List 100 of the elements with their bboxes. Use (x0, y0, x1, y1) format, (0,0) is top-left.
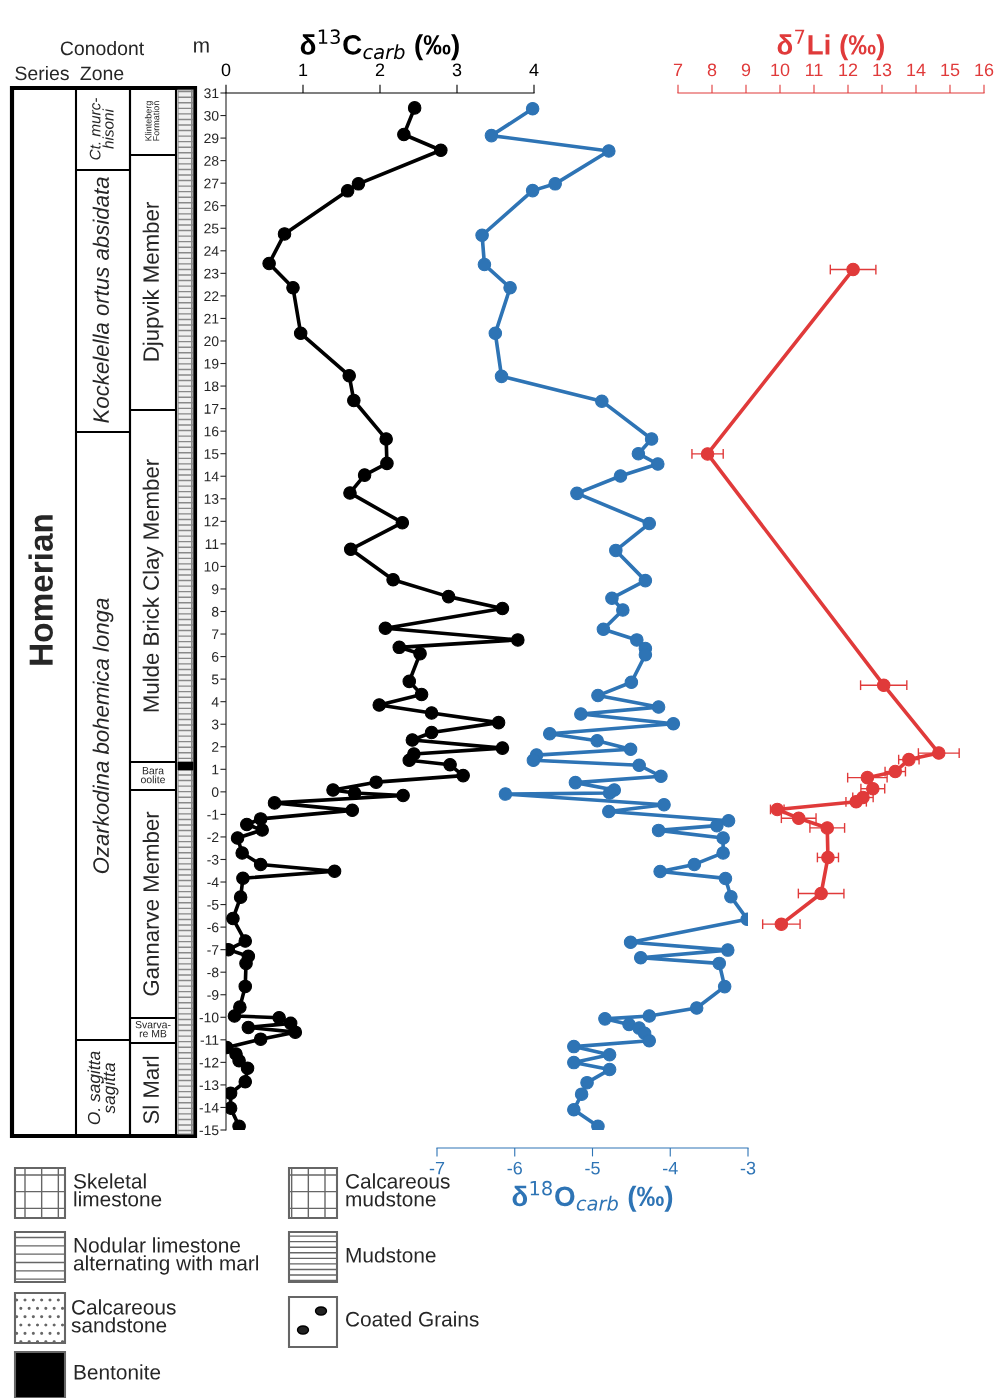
y-tick-label: 18 (204, 381, 219, 392)
y-tick-label: 23 (204, 268, 219, 279)
y-tick-label: 6 (212, 651, 219, 662)
text: Klinteberg Formation (144, 101, 160, 141)
point (846, 262, 860, 277)
y-tick-label: 21 (204, 313, 219, 324)
y-tick-label: -15 (199, 1125, 219, 1136)
y-tick-label: 12 (204, 516, 219, 527)
text: O. sagitta sagitta (87, 1051, 119, 1125)
y-tick-label: 19 (204, 358, 219, 369)
point (932, 746, 946, 760)
y-tick-label: 28 (204, 155, 219, 166)
y-tick-label: 7 (212, 629, 219, 640)
x-tick-label: 16 (975, 63, 994, 77)
y-tick-label: 10 (204, 561, 219, 572)
y-tick-label: 22 (204, 291, 219, 301)
point (876, 678, 891, 692)
x-tick-label: 2 (375, 63, 385, 77)
y-tick-label: 16 (204, 426, 219, 437)
point (791, 811, 806, 825)
point (866, 781, 880, 796)
y-tick-label: 0 (211, 787, 219, 798)
y-tick-label: 26 (204, 201, 219, 211)
text: Skeletal limestone (73, 1173, 162, 1207)
y-axis-title: m (194, 41, 209, 53)
text: Zone (80, 66, 124, 81)
y-tick-label: 8 (211, 606, 219, 617)
y-tick-label: 24 (204, 246, 219, 256)
point (814, 886, 828, 901)
x-tick-label: 13 (873, 63, 892, 77)
x-tick-label: 14 (907, 63, 926, 77)
y-tick-label: -5 (207, 900, 219, 910)
y-tick-label: -13 (199, 1080, 219, 1091)
x-tick-label: 11 (806, 63, 823, 77)
y-tick-label: 3 (211, 719, 219, 730)
point (860, 770, 875, 785)
x-tick-label: -3 (740, 1161, 756, 1175)
y-tick-label: 30 (204, 110, 219, 121)
text: Sl Marl (142, 1056, 159, 1124)
y-tick-label: -7 (207, 945, 219, 955)
x-tick-label: 9 (741, 63, 751, 77)
y-tick-label: -8 (207, 967, 219, 978)
text: Series (15, 65, 69, 81)
x-tick-label: 7 (673, 63, 683, 77)
text: Bara oolite (140, 767, 165, 784)
y-tick-label: 4 (211, 697, 219, 707)
y-tick-label: 2 (212, 742, 219, 752)
text: Mulde Brick Clay Member (142, 459, 164, 712)
x-axis-title: δ$^{18}$O$_{carb}$ (‰) (512, 1180, 673, 1212)
point (821, 850, 835, 865)
y-tick-label: 13 (204, 494, 219, 504)
text: Calcareous sandstone (71, 1299, 176, 1333)
y-tick-label: -10 (199, 1012, 219, 1023)
point (820, 821, 835, 835)
y-tick-label: -4 (207, 877, 219, 888)
x-tick-label: -6 (507, 1161, 522, 1175)
point (774, 917, 789, 931)
x-tick-label: -4 (663, 1161, 678, 1175)
x-axis-title: δ$^{7}$Li (‰) (777, 29, 884, 61)
point (700, 447, 715, 461)
text: Ct. murc- hisoni (89, 97, 114, 160)
point (902, 752, 916, 767)
y-tick-label: 20 (204, 336, 219, 347)
y-tick-label: 27 (204, 178, 219, 189)
x-tick-label: 4 (529, 63, 539, 77)
y-tick-label: 5 (211, 674, 219, 685)
text: Mudstone (346, 1247, 436, 1263)
x-tick-label: 10 (771, 63, 790, 77)
text: Kockelella ortus absidata (92, 177, 109, 423)
text: Calcareous mudstone (346, 1173, 450, 1207)
x-tick-label: -5 (585, 1161, 600, 1175)
x-tick-label: -7 (429, 1161, 445, 1175)
y-tick-label: 29 (204, 133, 219, 144)
y-tick-label: 15 (204, 449, 219, 459)
x-axis-title: δ$^{13}$C$_{carb}$ (‰) (300, 29, 459, 61)
y-tick-label: -14 (199, 1102, 219, 1113)
y-tick-label: -9 (207, 990, 219, 1000)
point (849, 795, 863, 809)
x-tick-label: 12 (839, 63, 858, 77)
y-tick-label: -2 (207, 832, 219, 842)
x-tick-label: 1 (299, 63, 308, 77)
text: Bentonite (74, 1364, 161, 1380)
x-tick-label: 15 (941, 63, 960, 77)
y-tick-label: -3 (207, 854, 219, 865)
text: Coated Grains (346, 1311, 479, 1327)
y-tick-label: -1 (207, 809, 219, 820)
y-tick-label: 1 (212, 764, 219, 775)
y-tick-label: 11 (205, 539, 219, 549)
text: Nodular limestone alternating with marl (73, 1237, 259, 1275)
x-tick-label: 3 (452, 63, 462, 77)
y-tick-label: 31 (204, 88, 219, 99)
x-tick-label: 0 (221, 63, 231, 77)
text: Gannarve Member (142, 811, 159, 996)
text: Djupvik Member (142, 202, 164, 361)
y-tick-label: -12 (199, 1057, 219, 1068)
point (888, 764, 903, 779)
text: Conodont (60, 40, 145, 56)
text: Svarva- re MB (135, 1020, 171, 1038)
x-tick-label: 8 (707, 63, 717, 77)
y-tick-label: 9 (211, 584, 219, 595)
